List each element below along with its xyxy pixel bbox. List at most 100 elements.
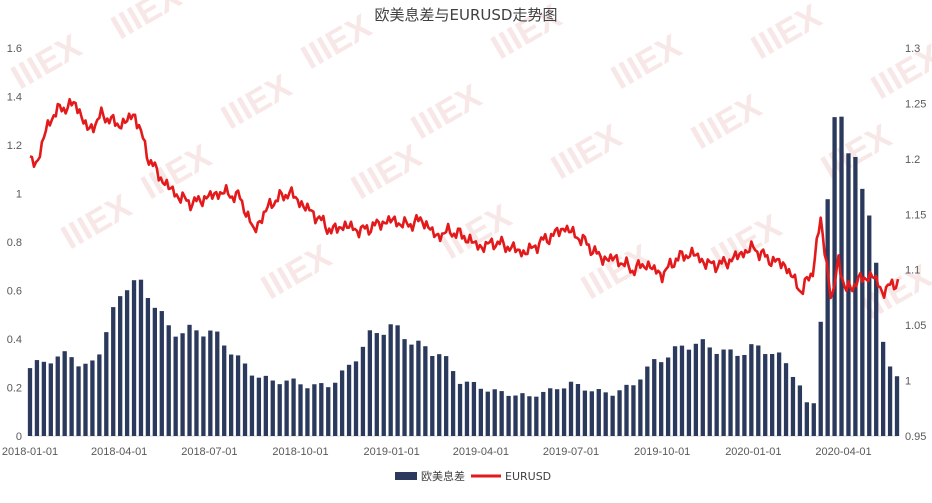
spread-bar <box>166 325 171 436</box>
spread-bar <box>118 296 123 436</box>
watermark-text: IIIEX <box>255 237 338 307</box>
watermark-text: IIIEX <box>295 7 378 77</box>
spread-bar <box>714 353 719 436</box>
spread-bar <box>603 392 608 436</box>
spread-bar <box>305 388 310 436</box>
spread-bar <box>513 395 518 436</box>
spread-bar <box>783 363 789 436</box>
spread-bar <box>27 368 33 436</box>
left-tick-label: 0.4 <box>7 334 22 346</box>
watermark-text: IIIEX <box>105 0 188 47</box>
spread-bar <box>749 344 754 436</box>
spread-bar <box>353 361 359 436</box>
x-tick-label: 2018-10-01 <box>272 446 328 458</box>
spread-bar <box>187 324 192 436</box>
spread-bar <box>686 349 692 436</box>
left-tick-label: 1.2 <box>7 140 22 152</box>
spread-bar <box>62 351 67 436</box>
spread-bar <box>818 321 823 436</box>
left-tick-label: 1.4 <box>7 92 22 104</box>
spread-bar <box>575 384 581 436</box>
spread-bar <box>90 360 95 436</box>
spread-bar <box>326 387 331 436</box>
x-tick-label: 2019-04-01 <box>453 446 509 458</box>
spread-bar <box>631 385 636 436</box>
right-tick-label: 1 <box>905 376 911 388</box>
eurusd-line <box>29 97 900 300</box>
spread-bar <box>457 383 463 436</box>
spread-bar <box>610 395 615 436</box>
spread-bar <box>596 389 601 436</box>
spread-bar <box>208 330 213 436</box>
spread-bar <box>416 340 421 436</box>
spread-bar <box>111 307 116 436</box>
right-tick-label: 1.15 <box>905 209 926 221</box>
right-tick-label: 1.25 <box>905 98 926 110</box>
spread-bar <box>76 366 81 436</box>
x-tick-label: 2019-01-01 <box>364 446 420 458</box>
spread-bar <box>360 346 366 436</box>
spread-bar <box>298 384 303 436</box>
left-tick-label: 1.6 <box>7 43 22 55</box>
watermark-text: IIIEX <box>865 37 932 107</box>
spread-bar <box>312 384 317 436</box>
spread-bar <box>561 388 567 436</box>
x-tick-label: 2020-04-01 <box>815 446 871 458</box>
legend-label-eurusd: EURUSD <box>505 470 551 483</box>
spread-bar <box>887 366 893 436</box>
spread-bar <box>367 330 373 436</box>
spread-bar <box>249 375 255 436</box>
spread-bar <box>437 354 442 436</box>
right-tick-label: 1.2 <box>905 154 920 166</box>
spread-bar <box>256 377 262 436</box>
spread-bar <box>499 391 504 436</box>
spread-bar <box>672 346 678 436</box>
spread-bar <box>485 391 490 436</box>
spread-bar <box>679 345 685 436</box>
spread-bar <box>700 339 705 436</box>
spread-bar <box>582 390 588 436</box>
spread-bar <box>69 357 74 436</box>
spread-bar <box>464 381 470 436</box>
spread-bar <box>659 362 664 436</box>
watermark-text: IIIEX <box>55 187 138 257</box>
spread-bar <box>645 366 650 436</box>
chart-title: 欧美息差与EURUSD走势图 <box>375 6 558 24</box>
spread-bar <box>527 396 532 436</box>
spread-bar <box>270 380 275 436</box>
spread-bar <box>242 363 248 436</box>
spread-bar <box>506 395 511 436</box>
spread-bar <box>846 153 851 436</box>
spread-bar <box>444 356 449 436</box>
spread-bar <box>554 389 560 436</box>
left-tick-label: 0.6 <box>7 286 22 298</box>
spread-bar <box>430 356 435 436</box>
spread-bar <box>83 363 88 436</box>
spread-bar <box>159 311 164 436</box>
watermark-text: IIIEX <box>855 257 932 327</box>
right-y-axis: 0.95 1 1.05 1.1 1.15 1.2 1.25 1.3 <box>905 43 926 443</box>
legend-swatch-spread <box>395 472 417 480</box>
watermark-text: IIIEX <box>5 27 88 97</box>
spread-bar <box>568 381 574 436</box>
spread-bar <box>388 324 393 436</box>
spread-bar <box>48 363 53 436</box>
x-tick-label: 2019-07-01 <box>543 446 599 458</box>
spread-bar <box>450 371 456 436</box>
spread-bar <box>534 396 539 436</box>
watermark-text: IIIEX <box>605 27 688 97</box>
spread-bar <box>194 330 199 436</box>
watermark-text: IIIEX <box>575 237 658 307</box>
right-tick-label: 1.3 <box>905 43 920 55</box>
spread-bar <box>492 389 497 436</box>
spread-bar <box>34 360 40 436</box>
spread-bar <box>152 307 157 436</box>
right-tick-label: 1.1 <box>905 265 920 277</box>
spread-bar <box>763 354 768 436</box>
spread-bar <box>735 355 740 436</box>
spread-bar <box>770 353 775 436</box>
spread-bar <box>756 345 761 436</box>
spread-bar <box>874 262 879 436</box>
spread-bar <box>707 347 712 436</box>
right-tick-label: 1.05 <box>905 320 926 332</box>
